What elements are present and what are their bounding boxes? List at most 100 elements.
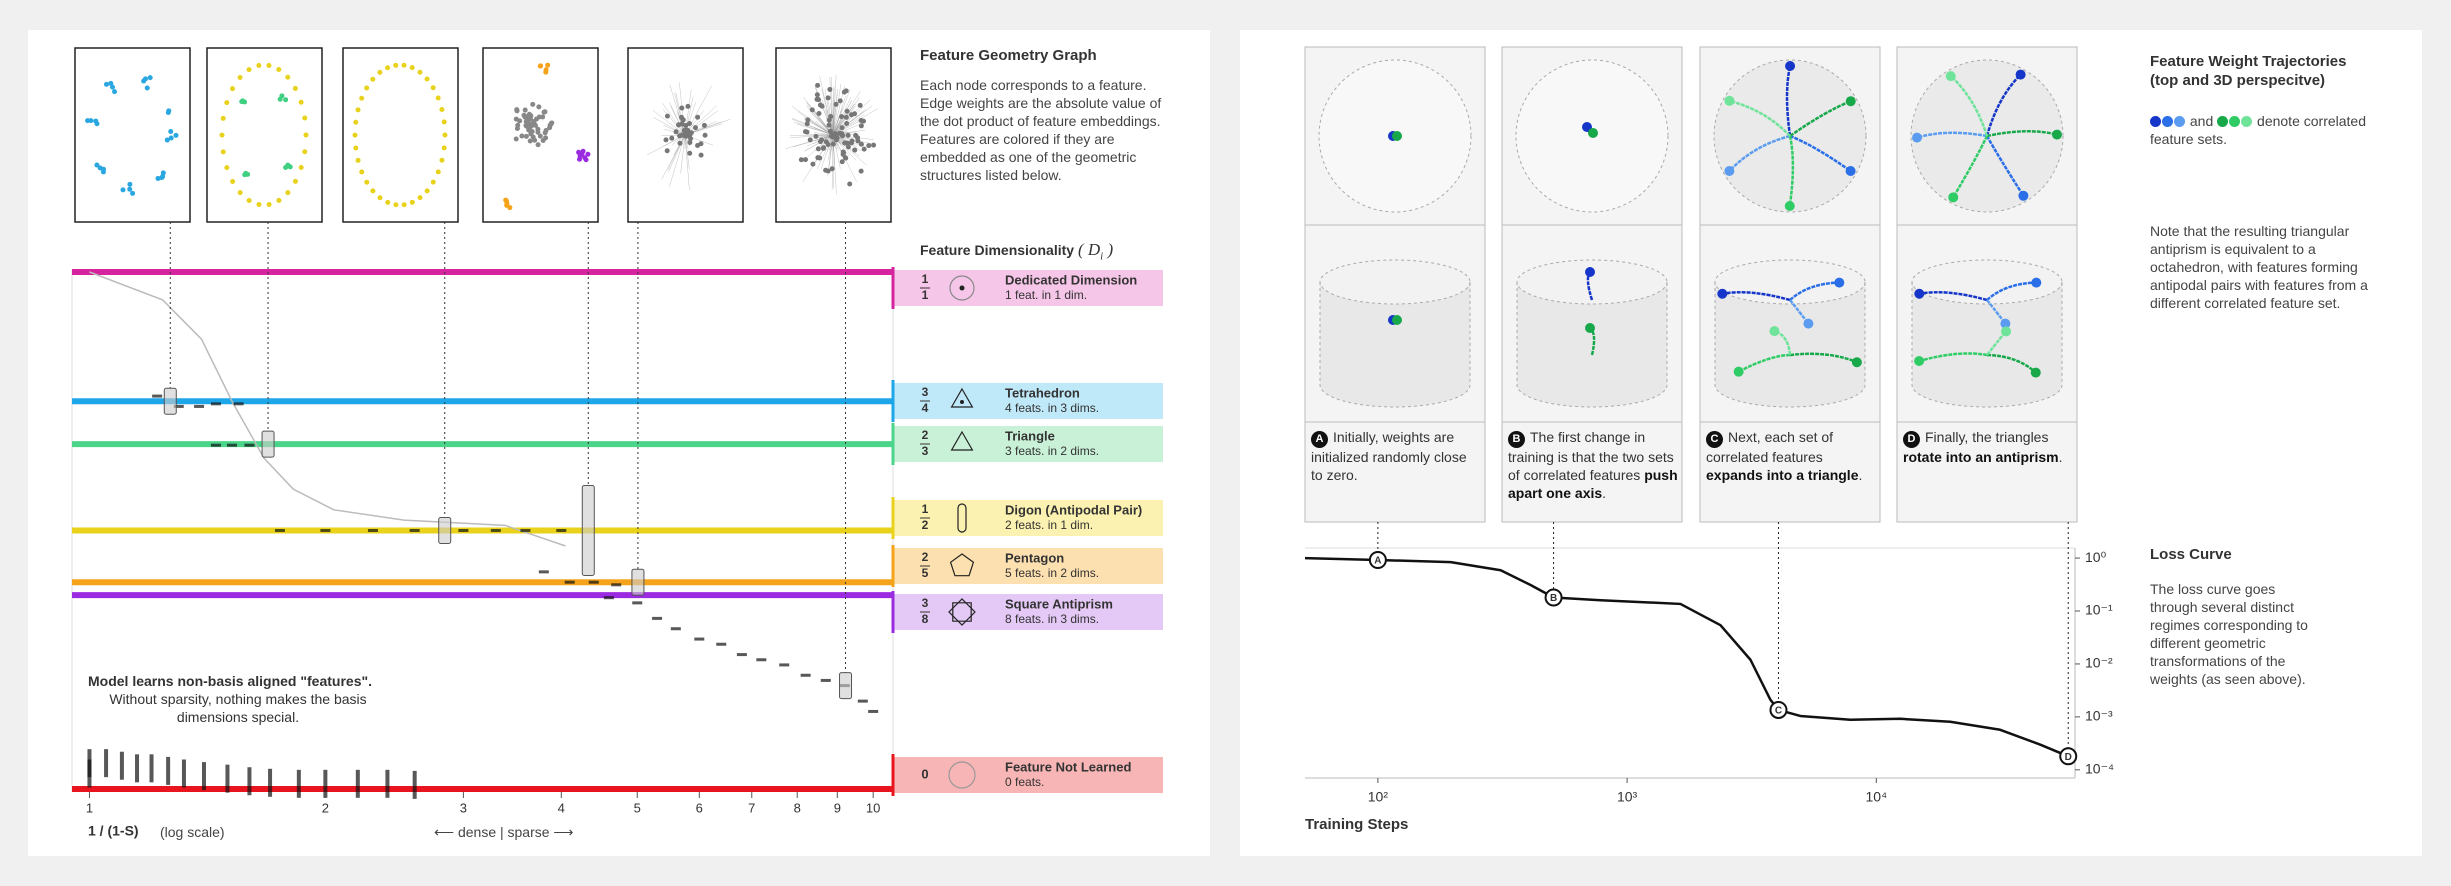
graph-node xyxy=(819,137,825,143)
trajectory xyxy=(1952,135,1989,198)
graph-node xyxy=(108,80,114,86)
annotation: Model learns non-basis aligned "features… xyxy=(88,672,418,726)
graph-node xyxy=(142,76,148,82)
cylinder-top xyxy=(1516,259,1668,305)
graph-node xyxy=(682,132,688,138)
graph-node xyxy=(504,201,510,207)
graph-node xyxy=(302,149,308,155)
point xyxy=(611,583,622,587)
graph-edge xyxy=(829,77,834,136)
dim-letter: D xyxy=(1087,240,1101,259)
feature-dot xyxy=(2018,190,2029,201)
graph-node xyxy=(828,114,834,120)
graph-node xyxy=(409,199,415,205)
graph-node xyxy=(173,132,179,138)
graph-node xyxy=(120,187,126,193)
graph-node xyxy=(417,195,423,201)
graph-node xyxy=(839,133,845,139)
graph-edge xyxy=(662,109,686,136)
graph-node xyxy=(825,142,831,148)
graph-node xyxy=(246,197,252,203)
legend-box xyxy=(893,757,1163,793)
graph-node xyxy=(820,145,826,151)
feature-dot xyxy=(1785,61,1796,72)
graph-node xyxy=(679,114,685,120)
graph-node xyxy=(237,190,243,196)
graph-edge xyxy=(832,105,873,136)
graph-node xyxy=(829,166,835,172)
point xyxy=(194,404,205,408)
fraction-num: 3 xyxy=(922,385,929,399)
caption: B The first change in training is that th… xyxy=(1508,428,1678,502)
point xyxy=(820,678,831,682)
point xyxy=(412,770,417,799)
trajectory xyxy=(1729,99,1791,137)
marker-label: A xyxy=(1374,556,1381,567)
graph-node xyxy=(239,99,245,105)
graph-node xyxy=(168,129,174,135)
graph-node xyxy=(536,104,542,110)
trajectory xyxy=(1985,135,2025,197)
graph-node xyxy=(519,133,525,139)
x-tick-label: 4 xyxy=(558,800,565,815)
x-tick-label: 6 xyxy=(696,800,703,815)
graph-node xyxy=(842,155,848,161)
graph-node xyxy=(513,136,519,142)
graph-node xyxy=(798,157,804,163)
graph-node xyxy=(803,157,809,163)
graph-edge xyxy=(807,134,834,158)
legend-box xyxy=(893,270,1163,306)
point xyxy=(149,754,154,783)
point xyxy=(233,402,244,406)
icon xyxy=(948,761,976,789)
caption-part: Finally, the triangles xyxy=(1925,429,2049,445)
graph-node xyxy=(220,115,226,121)
legend-desc: 0 feats. xyxy=(1005,775,1044,789)
graph-node xyxy=(522,107,528,113)
graph-node xyxy=(823,167,829,173)
highlight xyxy=(261,430,275,458)
graph-node xyxy=(522,114,528,120)
fraction-num: 0 xyxy=(921,766,928,781)
graph-node xyxy=(817,155,823,161)
point xyxy=(210,402,221,406)
graph-node xyxy=(514,108,520,114)
graph-node xyxy=(860,118,866,124)
graph-node xyxy=(814,96,820,102)
cylinder-top xyxy=(1319,259,1471,305)
feature-dot xyxy=(1851,357,1862,368)
legend-dot xyxy=(2150,116,2161,127)
graph-node xyxy=(531,120,537,126)
point xyxy=(670,627,681,631)
graph-node xyxy=(352,132,358,138)
caption-letter: B xyxy=(1508,431,1525,448)
point xyxy=(87,759,92,788)
graph-node xyxy=(843,114,849,120)
graph-node xyxy=(683,127,689,133)
icon xyxy=(949,553,975,577)
legend-and: and xyxy=(2189,113,2214,129)
fraction-num: 3 xyxy=(922,596,929,610)
graph-node xyxy=(845,132,851,138)
graph-node xyxy=(807,137,813,143)
graph-node xyxy=(353,145,359,151)
graph-node xyxy=(370,188,376,194)
graph-node xyxy=(545,62,551,68)
graph-node xyxy=(409,65,415,71)
caption-part: . xyxy=(1858,467,1863,483)
graph-node xyxy=(583,157,589,163)
graph-node xyxy=(829,131,835,137)
graph-node xyxy=(827,86,833,92)
point xyxy=(716,642,727,646)
loss-title: Loss Curve xyxy=(2150,546,2232,563)
legend-name: Digon (Antipodal Pair) xyxy=(1005,502,1142,517)
graph-edge xyxy=(832,95,846,136)
dim-title-text: Feature Dimensionality xyxy=(920,242,1075,258)
graph-node xyxy=(359,169,365,175)
caption: A Initially, weights are initialized rand… xyxy=(1311,428,1481,484)
note: Note that the resulting triangular antip… xyxy=(2150,223,2368,311)
graph-node xyxy=(830,141,836,147)
feature-dot xyxy=(1392,131,1402,141)
point xyxy=(556,529,567,532)
legend-box xyxy=(893,383,1163,419)
